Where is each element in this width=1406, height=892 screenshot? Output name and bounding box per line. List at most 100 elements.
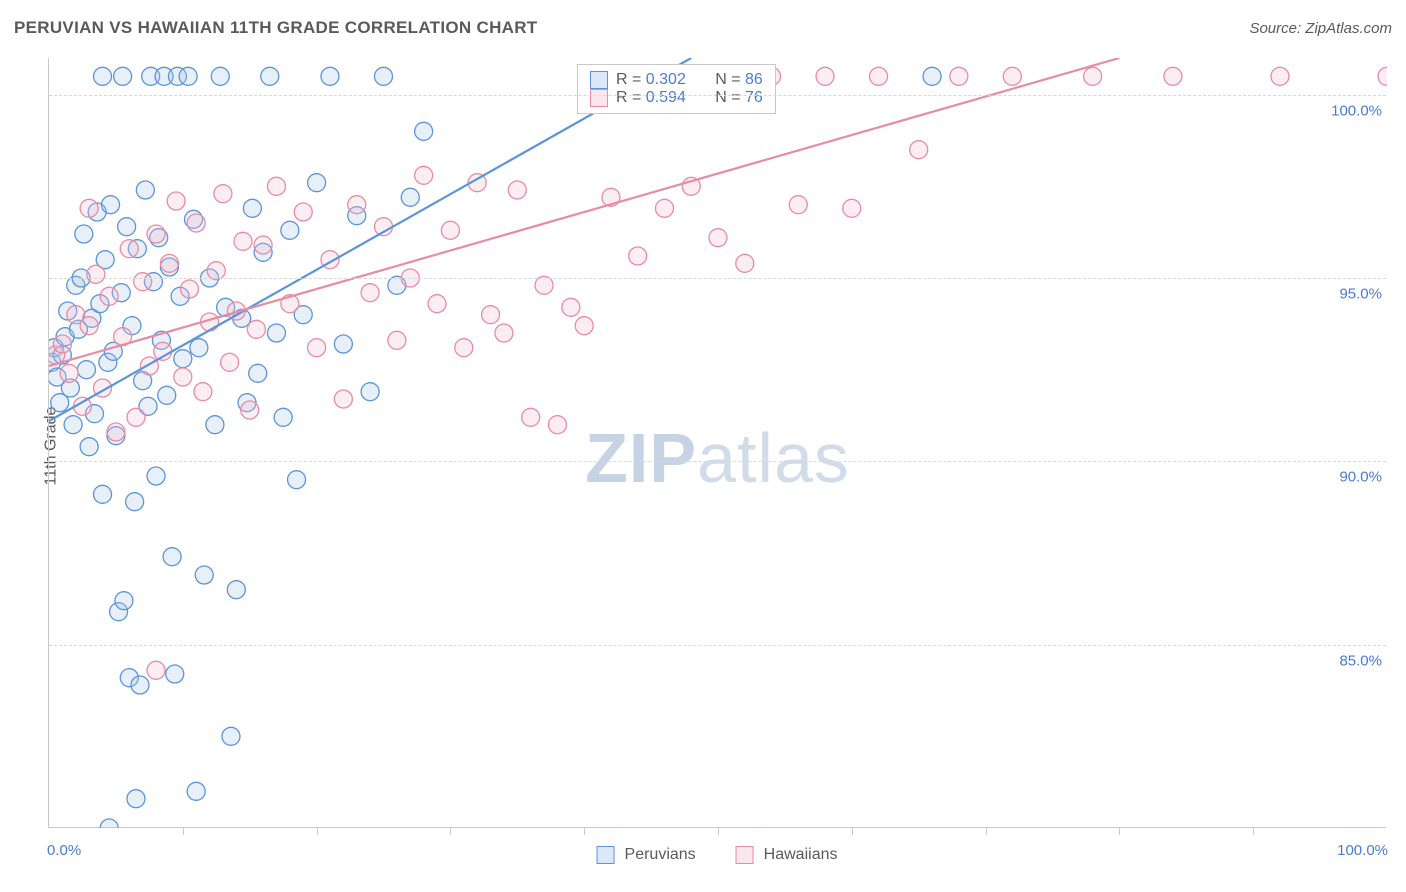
- scatter-point: [267, 324, 285, 342]
- legend-label: Hawaiians: [764, 846, 838, 864]
- x-tick: [718, 827, 719, 835]
- scatter-point: [249, 364, 267, 382]
- legend-r-label: R = 0.302: [616, 71, 686, 89]
- scatter-point: [147, 225, 165, 243]
- scatter-point: [94, 67, 112, 85]
- legend-stat-row: R = 0.594 N = 76: [590, 89, 763, 107]
- scatter-point: [495, 324, 513, 342]
- scatter-point: [100, 287, 118, 305]
- scatter-point: [222, 727, 240, 745]
- scatter-point: [206, 416, 224, 434]
- y-tick-label: 90.0%: [1339, 469, 1382, 486]
- scatter-point: [243, 199, 261, 217]
- gridline-h: [49, 645, 1386, 646]
- scatter-point: [482, 306, 500, 324]
- scatter-point: [180, 280, 198, 298]
- gridline-h: [49, 278, 1386, 279]
- scatter-point: [254, 236, 272, 254]
- scatter-point: [187, 214, 205, 232]
- x-tick: [584, 827, 585, 835]
- scatter-point: [709, 229, 727, 247]
- scatter-point: [80, 199, 98, 217]
- scatter-point: [910, 141, 928, 159]
- legend-item: Hawaiians: [736, 846, 838, 864]
- scatter-point: [1378, 67, 1387, 85]
- scatter-point: [131, 676, 149, 694]
- legend-label: Peruvians: [625, 846, 696, 864]
- legend-swatch: [590, 89, 608, 107]
- gridline-h: [49, 95, 1386, 96]
- scatter-point: [190, 339, 208, 357]
- scatter-point: [167, 192, 185, 210]
- scatter-point: [187, 782, 205, 800]
- scatter-point: [194, 383, 212, 401]
- scatter-point: [308, 174, 326, 192]
- scatter-point: [221, 353, 239, 371]
- scatter-point: [158, 386, 176, 404]
- scatter-point: [147, 661, 165, 679]
- scatter-point: [127, 790, 145, 808]
- scatter-point: [1084, 67, 1102, 85]
- scatter-point: [267, 177, 285, 195]
- scatter-point: [655, 199, 673, 217]
- x-tick: [317, 827, 318, 835]
- scatter-point: [455, 339, 473, 357]
- x-tick: [183, 827, 184, 835]
- scatter-point: [60, 364, 78, 382]
- scatter-point: [174, 368, 192, 386]
- scatter-point: [321, 67, 339, 85]
- scatter-point: [102, 196, 120, 214]
- scatter-point: [163, 548, 181, 566]
- scatter-point: [736, 254, 754, 272]
- scatter-point: [127, 408, 145, 426]
- scatter-point: [115, 592, 133, 610]
- scatter-point: [388, 331, 406, 349]
- scatter-point: [1271, 67, 1289, 85]
- legend-r-label: R = 0.594: [616, 89, 686, 107]
- scatter-point: [548, 416, 566, 434]
- scatter-point: [294, 203, 312, 221]
- scatter-point: [308, 339, 326, 357]
- plot-region: ZIPatlas R = 0.302 N = 86R = 0.594 N = 7…: [48, 58, 1386, 828]
- scatter-point: [136, 181, 154, 199]
- chart-area: ZIPatlas R = 0.302 N = 86R = 0.594 N = 7…: [48, 58, 1386, 828]
- chart-header: PERUVIAN VS HAWAIIAN 11TH GRADE CORRELAT…: [14, 18, 1392, 38]
- scatter-point: [334, 390, 352, 408]
- legend-n-label: N = 76: [715, 89, 763, 107]
- y-tick-label: 85.0%: [1339, 652, 1382, 669]
- scatter-point: [107, 423, 125, 441]
- scatter-svg: [49, 58, 1387, 828]
- scatter-point: [174, 350, 192, 368]
- scatter-point: [227, 581, 245, 599]
- chart-source: Source: ZipAtlas.com: [1249, 20, 1392, 37]
- legend-swatch: [590, 71, 608, 89]
- scatter-point: [160, 254, 178, 272]
- scatter-point: [100, 819, 118, 828]
- legend-stats: R = 0.302 N = 86R = 0.594 N = 76: [577, 64, 776, 114]
- legend-stat-row: R = 0.302 N = 86: [590, 71, 763, 89]
- scatter-point: [334, 335, 352, 353]
- scatter-point: [562, 298, 580, 316]
- scatter-point: [361, 284, 379, 302]
- scatter-point: [923, 67, 941, 85]
- scatter-point: [508, 181, 526, 199]
- scatter-point: [441, 221, 459, 239]
- scatter-point: [575, 317, 593, 335]
- gridline-h: [49, 461, 1386, 462]
- scatter-point: [281, 221, 299, 239]
- scatter-point: [211, 67, 229, 85]
- scatter-point: [261, 67, 279, 85]
- scatter-point: [53, 335, 71, 353]
- scatter-point: [415, 122, 433, 140]
- scatter-point: [870, 67, 888, 85]
- legend-n-label: N = 86: [715, 71, 763, 89]
- scatter-point: [789, 196, 807, 214]
- scatter-point: [147, 467, 165, 485]
- scatter-point: [207, 262, 225, 280]
- scatter-point: [234, 232, 252, 250]
- scatter-point: [134, 273, 152, 291]
- scatter-point: [64, 416, 82, 434]
- scatter-point: [126, 493, 144, 511]
- x-tick: [450, 827, 451, 835]
- scatter-point: [214, 185, 232, 203]
